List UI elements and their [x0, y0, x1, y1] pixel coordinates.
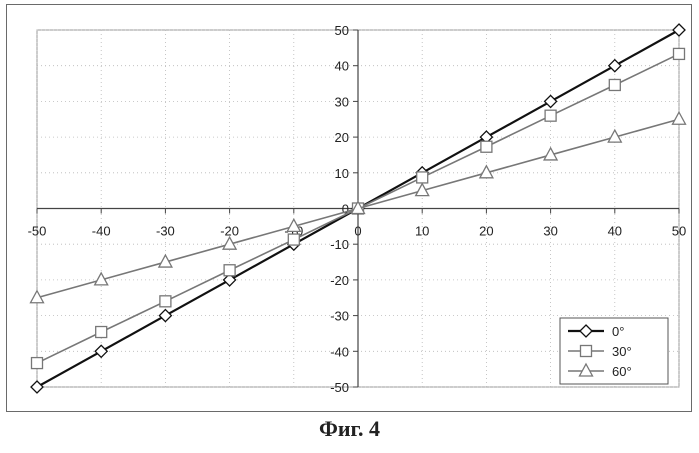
legend-label: 60° — [612, 364, 632, 379]
data-point — [159, 310, 171, 322]
x-tick-label: -50 — [28, 224, 47, 239]
data-point — [417, 172, 428, 183]
data-point — [609, 79, 620, 90]
y-tick-label: -40 — [330, 344, 349, 359]
data-point — [224, 265, 235, 276]
data-point — [545, 110, 556, 121]
data-point — [673, 112, 686, 124]
legend: 0° 30° 60° — [560, 318, 668, 384]
figure-caption: Фиг. 4 — [0, 416, 699, 442]
x-tick-label: -40 — [92, 224, 111, 239]
line-chart: -50-40-30-20-1001020304050-50-40-30-20-1… — [0, 0, 699, 415]
x-tick-label: 40 — [608, 224, 622, 239]
data-point — [288, 234, 299, 245]
data-point — [545, 95, 557, 107]
x-tick-label: -30 — [156, 224, 175, 239]
legend-marker — [581, 346, 592, 357]
data-point — [609, 60, 621, 72]
x-tick-label: 30 — [543, 224, 557, 239]
data-point — [31, 381, 43, 393]
y-tick-label: -50 — [330, 380, 349, 395]
data-point — [673, 24, 685, 36]
y-tick-label: 30 — [335, 94, 349, 109]
data-point — [481, 141, 492, 152]
y-tick-label: -30 — [330, 309, 349, 324]
y-tick-label: 50 — [335, 23, 349, 38]
data-point — [32, 358, 43, 369]
x-tick-label: 0 — [354, 224, 361, 239]
legend-label: 0° — [612, 324, 624, 339]
legend-label: 30° — [612, 344, 632, 359]
data-point — [160, 296, 171, 307]
data-point — [95, 345, 107, 357]
y-tick-label: 40 — [335, 59, 349, 74]
x-tick-label: 10 — [415, 224, 429, 239]
y-tick-label: -10 — [330, 237, 349, 252]
x-tick-label: 20 — [479, 224, 493, 239]
x-tick-label: 50 — [672, 224, 686, 239]
y-tick-label: 10 — [335, 166, 349, 181]
data-point — [96, 327, 107, 338]
y-tick-label: 20 — [335, 130, 349, 145]
y-tick-label: -20 — [330, 273, 349, 288]
data-point — [674, 48, 685, 59]
